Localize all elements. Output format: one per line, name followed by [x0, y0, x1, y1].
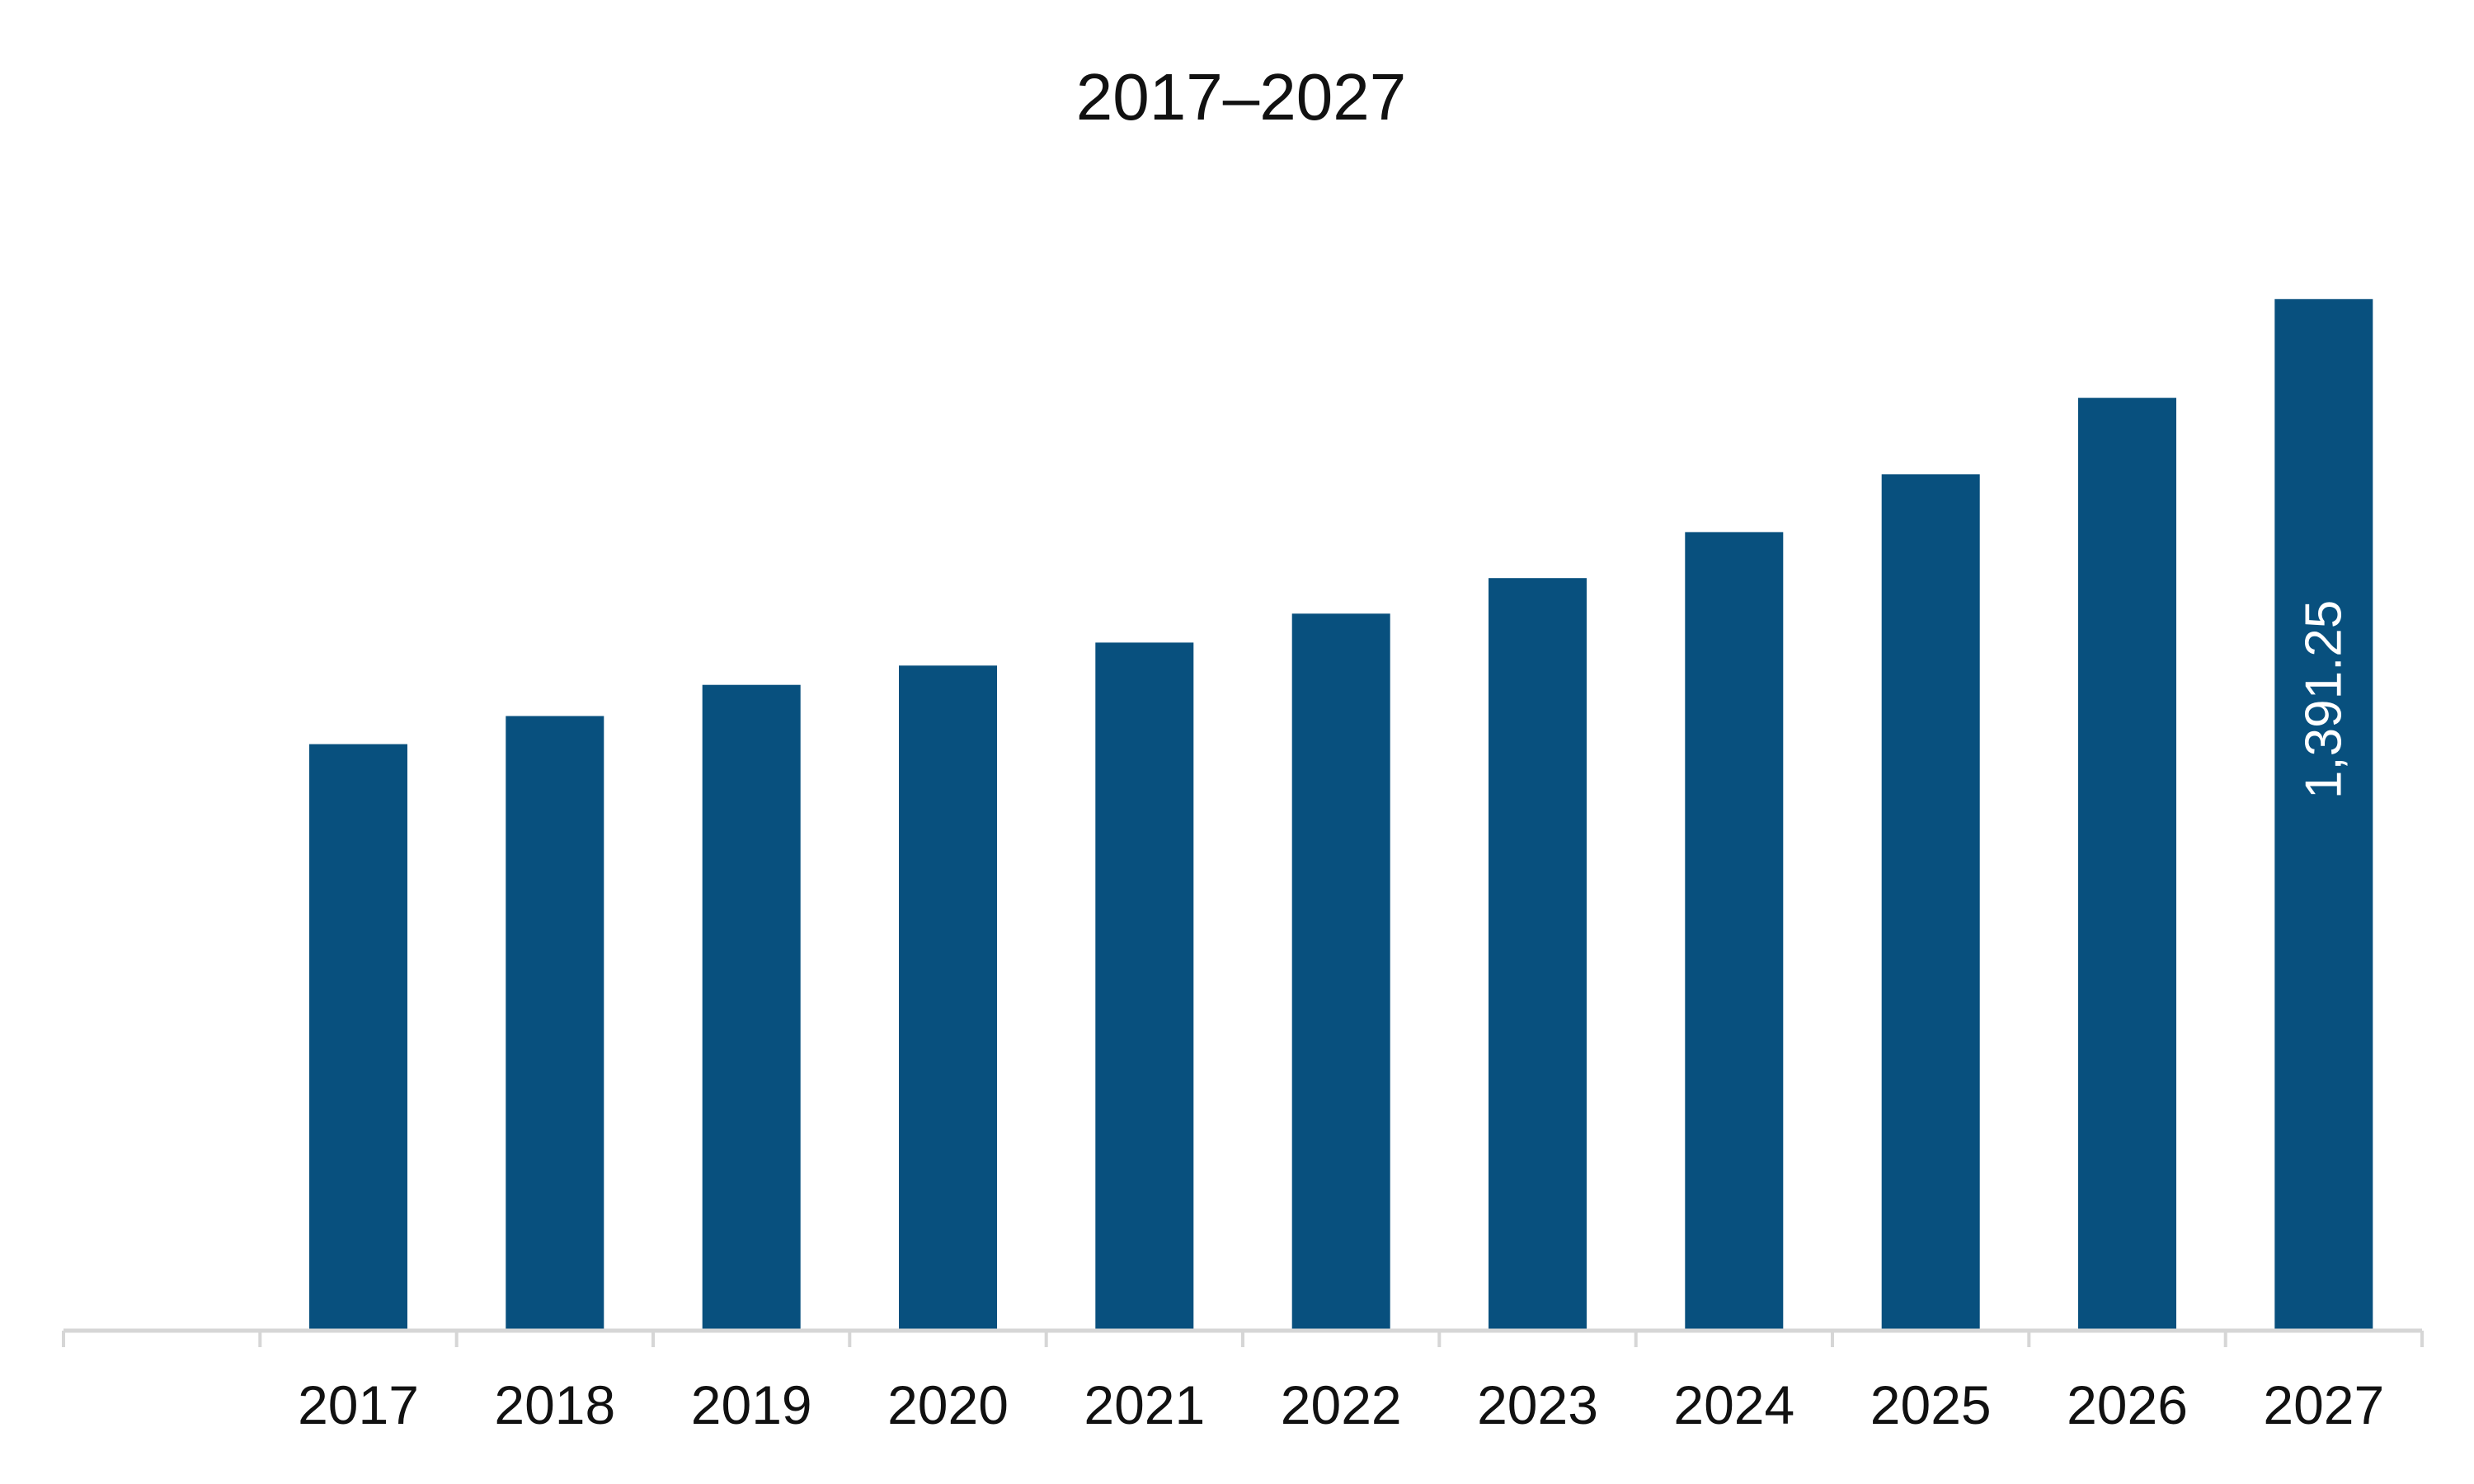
- chart-title: 2017–2027: [1076, 60, 1406, 134]
- x-tick-label-2020: 2020: [887, 1374, 1009, 1435]
- x-tick-label-2017: 2017: [298, 1374, 419, 1435]
- x-tick-label-2021: 2021: [1084, 1374, 1205, 1435]
- x-tick-label-2022: 2022: [1281, 1374, 1402, 1435]
- bar-2026: [2078, 397, 2176, 1331]
- bar-2019: [702, 684, 801, 1331]
- x-tick-labels: 2017 2018 2019 2020 2021 2022 2023 2024 2025 2026…: [298, 1374, 2384, 1435]
- x-tick-label-2019: 2019: [691, 1374, 812, 1435]
- bar-2017: [309, 744, 407, 1331]
- data-label-2027: 1,391.25: [2295, 600, 2352, 799]
- x-tick-label-2027: 2027: [2263, 1374, 2384, 1435]
- bar-2021: [1095, 642, 1194, 1331]
- bar-2023: [1489, 578, 1587, 1331]
- x-tick-label-2026: 2026: [2067, 1374, 2188, 1435]
- bar-2020: [899, 665, 997, 1331]
- bars-group: [309, 298, 2373, 1331]
- x-axis: [62, 1328, 2424, 1347]
- x-tick-label-2024: 2024: [1673, 1374, 1794, 1435]
- bar-2024: [1685, 532, 1784, 1331]
- data-labels-group: 1,391.25: [2295, 600, 2352, 799]
- bar-2025: [1881, 474, 1980, 1331]
- x-tick-label-2018: 2018: [494, 1374, 615, 1435]
- bar-2027: [2274, 298, 2373, 1331]
- bar-2018: [506, 716, 604, 1331]
- x-tick-label-2025: 2025: [1870, 1374, 1992, 1435]
- x-tick-label-2023: 2023: [1477, 1374, 1598, 1435]
- bar-2022: [1291, 613, 1390, 1331]
